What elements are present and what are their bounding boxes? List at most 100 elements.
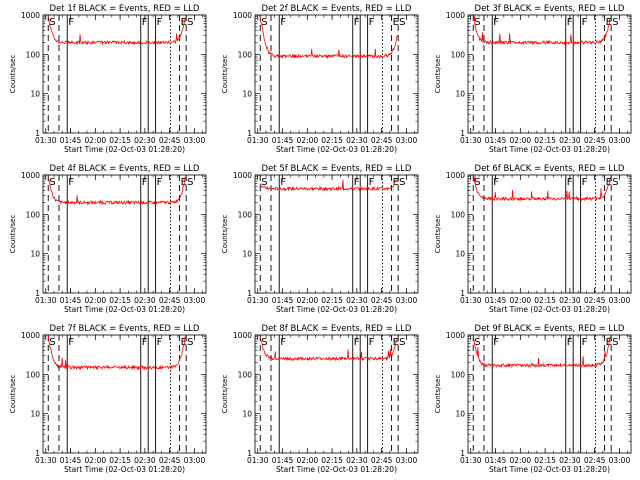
x-tick-label: 01:30: [247, 456, 269, 465]
x-tick-label: 02:45: [159, 296, 181, 305]
marker-label: E: [606, 177, 612, 188]
marker-label: F: [369, 177, 375, 188]
series-lld: [47, 335, 186, 371]
x-axis-label: Start Time (02-Oct-03 01:28:20): [276, 305, 397, 314]
x-tick-label: 02:15: [321, 136, 343, 145]
marker-label: F: [157, 177, 163, 188]
y-tick-label: 1000: [233, 11, 252, 20]
plot-frame: [254, 174, 419, 294]
marker-label: F: [157, 337, 163, 348]
x-tick-label: 01:45: [485, 136, 507, 145]
y-tick-label: 100: [26, 370, 41, 379]
panel-det-1: Det 1f BLACK = Events, RED = LLD 1 10 100 10…: [9, 4, 207, 154]
x-tick-label: 02:15: [109, 456, 131, 465]
marker-label: S: [474, 17, 480, 28]
series-lld: [259, 336, 398, 362]
x-tick-label: 01:45: [60, 136, 82, 145]
y-tick-label: 1: [247, 449, 252, 458]
x-tick-label: 02:30: [346, 456, 368, 465]
marker-label: S: [49, 177, 55, 188]
y-tick-label: 1000: [233, 331, 252, 340]
y-tick-label: 1000: [446, 331, 465, 340]
x-tick-label: 01:30: [460, 296, 482, 305]
marker-label: S: [399, 337, 405, 348]
panel-det-9: Det 9f BLACK = Events, RED = LLD 1 10 100 10…: [434, 324, 632, 474]
marker-label: E: [181, 337, 187, 348]
x-tick-label: 02:00: [85, 296, 107, 305]
x-tick-label: 02:30: [134, 136, 156, 145]
x-tick-label: 02:45: [584, 456, 606, 465]
marker-label: S: [474, 337, 480, 348]
x-tick-label: 02:00: [85, 456, 107, 465]
y-tick-label: 1000: [233, 171, 252, 180]
marker-label: S: [399, 17, 405, 28]
plot-frame: [42, 174, 207, 294]
series-lld: [47, 176, 186, 206]
y-axis-label: Counts/sec: [434, 215, 442, 254]
marker-label: F: [493, 337, 499, 348]
x-tick-label: 01:30: [35, 136, 57, 145]
marker-label: S: [399, 177, 405, 188]
panel-title: Det 2f BLACK = Events, RED = LLD: [262, 4, 412, 14]
marker-label: F: [582, 337, 588, 348]
x-tick-label: 01:30: [247, 296, 269, 305]
x-tick-label: 02:15: [109, 136, 131, 145]
x-axis-label: Start Time (02-Oct-03 01:28:20): [64, 305, 185, 314]
x-axis-label: Start Time (02-Oct-03 01:28:20): [489, 145, 610, 154]
marker-label: F: [493, 17, 499, 28]
panel-title: Det 6f BLACK = Events, RED = LLD: [475, 164, 625, 174]
x-tick-label: 02:30: [559, 296, 581, 305]
y-tick-label: 10: [30, 410, 40, 419]
marker-label: S: [187, 177, 193, 188]
x-tick-label: 02:45: [159, 136, 181, 145]
x-axis-label: Start Time (02-Oct-03 01:28:20): [64, 145, 185, 154]
x-tick-label: 02:30: [134, 456, 156, 465]
marker-label: F: [354, 17, 360, 28]
x-tick-label: 02:00: [510, 296, 532, 305]
y-axis-label: Counts/sec: [434, 375, 442, 414]
marker-label: F: [567, 337, 573, 348]
x-axis-label: Start Time (02-Oct-03 01:28:20): [276, 465, 397, 474]
x-tick-label: 02:45: [371, 136, 393, 145]
x-tick-label: 01:45: [485, 296, 507, 305]
x-tick-label: 03:00: [396, 456, 418, 465]
marker-label: F: [68, 177, 74, 188]
x-tick-label: 01:45: [60, 296, 82, 305]
y-tick-label: 1000: [446, 11, 465, 20]
x-axis-label: Start Time (02-Oct-03 01:28:20): [489, 465, 610, 474]
y-tick-label: 1: [460, 129, 465, 138]
y-tick-label: 10: [30, 90, 40, 99]
marker-label: F: [157, 17, 163, 28]
x-tick-label: 02:00: [510, 136, 532, 145]
marker-label: F: [567, 177, 573, 188]
panel-det-5: Det 5f BLACK = Events, RED = LLD 1 10 100 10…: [221, 164, 419, 314]
y-tick-label: 1: [35, 449, 40, 458]
x-tick-label: 01:45: [272, 456, 294, 465]
marker-label: S: [261, 337, 267, 348]
y-axis-label: Counts/sec: [434, 55, 442, 94]
y-tick-label: 100: [26, 50, 41, 59]
marker-label: S: [187, 17, 193, 28]
plot-frame: [254, 334, 419, 454]
series-lld: [259, 178, 398, 192]
plot-frame: [254, 14, 419, 134]
x-axis-label: Start Time (02-Oct-03 01:28:20): [64, 465, 185, 474]
x-tick-label: 02:45: [159, 456, 181, 465]
plot-frame: [467, 174, 632, 294]
x-tick-label: 02:15: [109, 296, 131, 305]
marker-label: F: [280, 337, 286, 348]
marker-label: E: [606, 17, 612, 28]
marker-label: F: [369, 337, 375, 348]
marker-label: F: [493, 177, 499, 188]
y-tick-label: 100: [451, 210, 466, 219]
y-tick-label: 10: [242, 90, 252, 99]
y-axis-label: Counts/sec: [221, 375, 229, 414]
y-tick-label: 10: [242, 250, 252, 259]
marker-label: S: [474, 177, 480, 188]
x-tick-label: 03:00: [609, 136, 631, 145]
y-tick-label: 1: [460, 449, 465, 458]
x-tick-label: 02:15: [534, 456, 556, 465]
x-tick-label: 01:45: [272, 296, 294, 305]
x-tick-label: 02:45: [371, 456, 393, 465]
y-axis-label: Counts/sec: [221, 55, 229, 94]
